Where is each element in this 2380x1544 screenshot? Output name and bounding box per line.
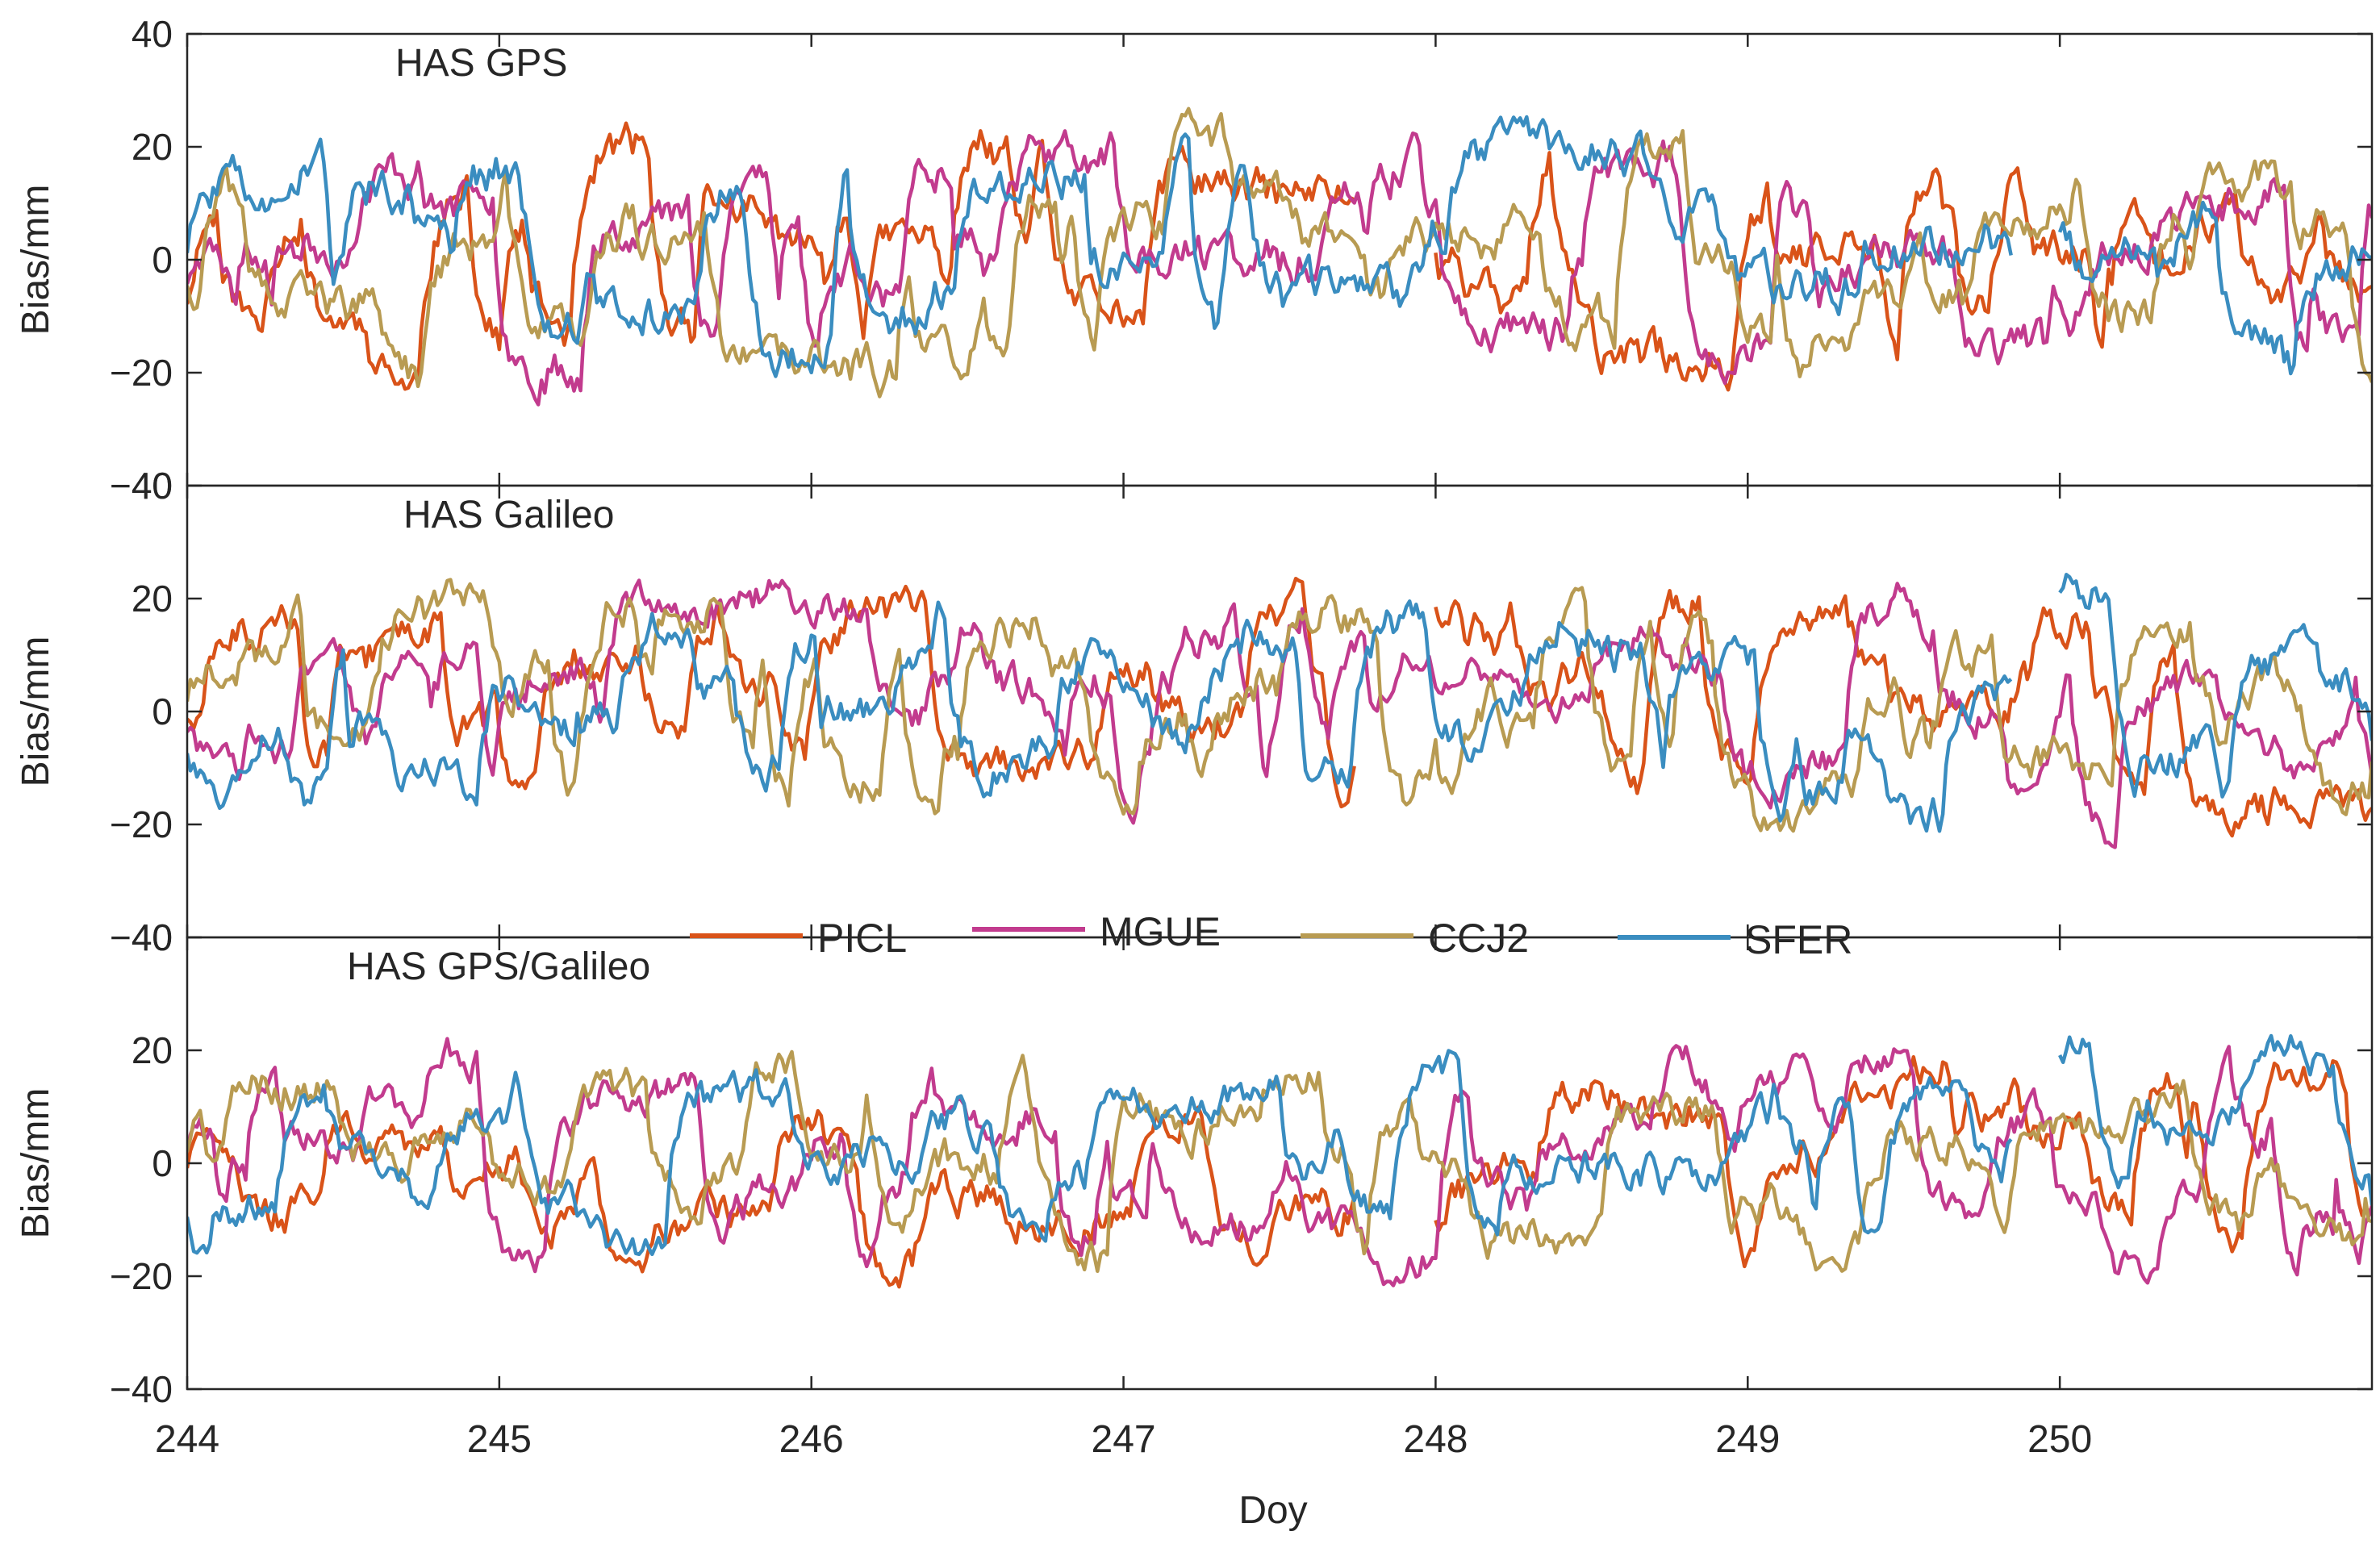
series-line-mgue <box>187 578 2372 849</box>
panel-2: −40 −20 0 20 40 HAS Galileo Bias/mm <box>15 465 2374 958</box>
panel-frame <box>186 484 2374 939</box>
panel-3: −40 −20 0 20 40 HAS GPS/Galileo Bias/mm <box>15 916 2374 1410</box>
y-tick-label: 40 <box>132 465 173 507</box>
x-tick-label: 249 <box>1715 1418 1780 1461</box>
y-axis-label: Bias/mm <box>15 185 57 336</box>
y-tick-label: −20 <box>110 1255 173 1297</box>
x-axis: 244 245 246 247 248 249 250 <box>155 1418 2092 1461</box>
legend-label-ccj2: CCJ2 <box>1428 916 1529 961</box>
y-tick-label: −20 <box>110 352 173 394</box>
y-tick-label: −40 <box>110 465 173 507</box>
x-tick-label: 245 <box>467 1418 532 1461</box>
legend-label-picl: PICL <box>817 916 907 961</box>
panel-1: −40 −20 0 20 40 HAS GPS Bias/mm <box>15 13 2374 507</box>
series-line-sfer <box>187 573 2372 833</box>
series-line-ccj2 <box>187 578 2372 833</box>
x-tick-label: 247 <box>1092 1418 1156 1461</box>
panel-frame <box>186 936 2374 1391</box>
panel-2-series <box>187 573 2372 849</box>
series-line-sfer <box>187 115 2372 378</box>
x-axis-label: Doy <box>1238 1489 1307 1532</box>
x-tick-label: 250 <box>2027 1418 2092 1461</box>
y-tick-label: 40 <box>132 13 173 55</box>
y-tick-label: 20 <box>132 126 173 168</box>
panel-title: HAS GPS <box>395 42 567 85</box>
y-tick-label: −40 <box>110 1368 173 1410</box>
series-line-sfer <box>187 1033 2372 1257</box>
y-tick-label: 0 <box>152 239 173 281</box>
y-tick-label: 0 <box>152 691 173 732</box>
y-tick-label: 0 <box>152 1142 173 1184</box>
panels-group: −40 −20 0 20 40 HAS GPS Bias/mm −40 −20 0 20 40 HAS … <box>15 13 2374 1410</box>
x-tick-label: 248 <box>1403 1418 1468 1461</box>
y-tick-label: 20 <box>132 578 173 620</box>
y-tick-label: 40 <box>132 916 173 958</box>
series-line-ccj2 <box>187 106 2372 399</box>
legend: PICL MGUE CCJ2 SFER <box>690 909 1852 962</box>
y-tick-label: 20 <box>132 1029 173 1071</box>
y-tick-label: −20 <box>110 803 173 845</box>
legend-label-sfer: SFER <box>1745 917 1852 962</box>
series-line-mgue <box>187 129 2372 407</box>
legend-label-mgue: MGUE <box>1100 909 1221 954</box>
series-line-mgue <box>187 1037 2372 1287</box>
panel-title: HAS Galileo <box>403 494 614 536</box>
x-tick-label: 244 <box>155 1418 219 1461</box>
y-axis-label: Bias/mm <box>15 636 57 787</box>
panel-1-series <box>187 106 2372 407</box>
panel-3-series <box>187 1033 2372 1289</box>
y-tick-label: −40 <box>110 916 173 958</box>
x-tick-label: 246 <box>779 1418 844 1461</box>
y-axis-label: Bias/mm <box>15 1088 57 1239</box>
panel-title: HAS GPS/Galileo <box>347 945 650 988</box>
